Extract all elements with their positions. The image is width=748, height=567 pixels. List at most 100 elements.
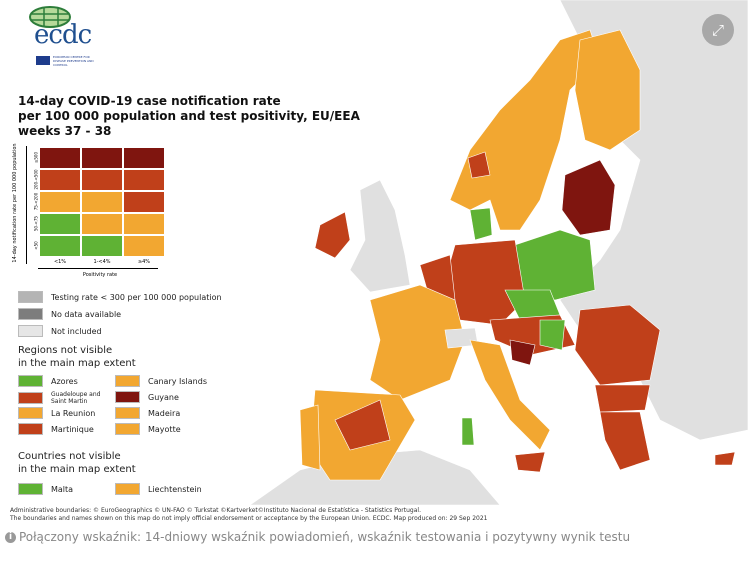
legend-label: La Reunion xyxy=(51,408,96,418)
italy xyxy=(469,339,551,451)
matrix-cell xyxy=(82,214,122,234)
portugal xyxy=(299,404,321,471)
legend-swatch xyxy=(18,375,43,387)
info-icon: i xyxy=(5,531,16,543)
legend-item: Madeira xyxy=(115,407,180,419)
norway-sweden xyxy=(449,29,601,231)
matrix-cell xyxy=(82,148,122,168)
legend-swatch xyxy=(18,407,43,419)
cyprus xyxy=(714,451,736,466)
legend-item: Martinique xyxy=(18,423,94,435)
norway-region xyxy=(467,151,491,179)
baltics xyxy=(561,159,616,236)
matrix-cell xyxy=(40,214,80,234)
row-label: 50-<75 xyxy=(33,216,39,231)
ecdc-logo xyxy=(22,6,97,68)
matrix-cell xyxy=(124,236,164,256)
legend-swatch xyxy=(115,375,140,387)
bulgaria xyxy=(594,384,651,413)
x-axis-label: Positivity rate xyxy=(82,272,118,278)
legend-item: Azores xyxy=(18,375,78,387)
romania xyxy=(574,304,661,386)
matrix-cell xyxy=(40,192,80,212)
x-axis xyxy=(38,268,158,269)
column-label: ≥4% xyxy=(137,259,151,265)
matrix-cell xyxy=(82,170,122,190)
slovenia-croatia xyxy=(539,319,566,351)
ireland xyxy=(314,211,351,259)
legend-heading: Countries not visible in the main map ext… xyxy=(18,450,136,476)
legend-heading-line: in the main map extent xyxy=(18,464,136,475)
legend-item: Guadeloupe and Saint Martin xyxy=(18,391,111,405)
legend-label: Liechtenstein xyxy=(148,484,202,494)
attribution-line: The boundaries and names shown on this m… xyxy=(10,515,488,522)
row-label: 75-<200 xyxy=(33,192,39,211)
poland xyxy=(514,229,596,301)
legend-swatch xyxy=(115,391,140,403)
finland xyxy=(574,29,641,151)
title-line: weeks 37 - 38 xyxy=(18,124,112,138)
legend-item: Liechtenstein xyxy=(115,483,202,495)
y-axis-label: 14-day notification rate per 100 000 pop… xyxy=(12,143,18,263)
europe-map xyxy=(249,0,748,505)
legend-swatch xyxy=(18,325,43,337)
matrix-cell xyxy=(82,192,122,212)
row-label: 200-<500 xyxy=(33,169,39,190)
logo-text: ecdc xyxy=(34,20,92,50)
sicily xyxy=(514,451,546,473)
legend-label: Martinique xyxy=(51,424,94,434)
expand-arrows-icon[interactable]: ⤢ xyxy=(702,14,734,46)
legend-label: Not included xyxy=(51,326,102,336)
matrix-cell xyxy=(40,236,80,256)
y-axis xyxy=(26,146,27,264)
legend-label: Azores xyxy=(51,376,78,386)
map-title: 14-day COVID-19 case notification rate p… xyxy=(18,94,378,139)
row-label: ≥500 xyxy=(33,152,39,163)
legend-label: Guadeloupe and Saint Martin xyxy=(51,391,101,405)
legend-label: Madeira xyxy=(148,408,181,418)
legend-label: No data available xyxy=(51,309,122,319)
legend-heading-line: Countries not visible xyxy=(18,451,121,462)
legend-swatch xyxy=(18,392,43,404)
legend-swatch xyxy=(115,407,140,419)
legend-item: No data available xyxy=(18,308,121,320)
legend-heading: Regions not visible in the main map exten… xyxy=(18,344,136,370)
image-caption: i Połączony wskaźnik: 14-dniowy wskaźnik… xyxy=(5,530,630,544)
legend-item: Testing rate < 300 per 100 000 populatio… xyxy=(18,291,222,303)
matrix-cell xyxy=(124,214,164,234)
legend-swatch xyxy=(115,423,140,435)
spain-regions xyxy=(334,399,391,451)
legend-heading-line: Regions not visible xyxy=(18,345,113,356)
matrix-cell xyxy=(124,148,164,168)
matrix-cell xyxy=(124,192,164,212)
legend-swatch xyxy=(18,291,43,303)
legend-item: Canary Islands xyxy=(115,375,207,387)
legend-swatch xyxy=(18,308,43,320)
column-label: 1-<4% xyxy=(93,259,111,265)
risk-matrix xyxy=(40,148,164,256)
legend-item: La Reunion xyxy=(18,407,95,419)
caption-text: Połączony wskaźnik: 14-dniowy wskaźnik p… xyxy=(19,530,631,544)
denmark xyxy=(469,207,493,241)
uk xyxy=(349,179,411,293)
column-label: <1% xyxy=(53,259,67,265)
france xyxy=(369,284,466,401)
attribution-line: Administrative boundaries: © EuroGeograp… xyxy=(10,507,421,514)
greece xyxy=(599,411,651,471)
title-line: per 100 000 population and test positivi… xyxy=(18,109,360,123)
legend-swatch xyxy=(18,483,43,495)
sardinia xyxy=(461,417,475,446)
matrix-cell xyxy=(40,170,80,190)
row-label: <50 xyxy=(33,241,39,250)
legend-item: Not included xyxy=(18,325,102,337)
legend-label: Malta xyxy=(51,484,74,494)
matrix-cell xyxy=(40,148,80,168)
logo-subtext: EUROPEAN CENTRE FOR DISEASE PREVENTION A… xyxy=(53,55,94,67)
eu-flag-icon xyxy=(36,56,50,65)
attribution: Administrative boundaries: © EuroGeograp… xyxy=(10,507,487,523)
matrix-cell xyxy=(82,236,122,256)
legend-label: Mayotte xyxy=(148,424,181,434)
legend-label: Guyane xyxy=(148,392,179,402)
legend-heading-line: in the main map extent xyxy=(18,358,136,369)
legend-item: Guyane xyxy=(115,391,179,403)
